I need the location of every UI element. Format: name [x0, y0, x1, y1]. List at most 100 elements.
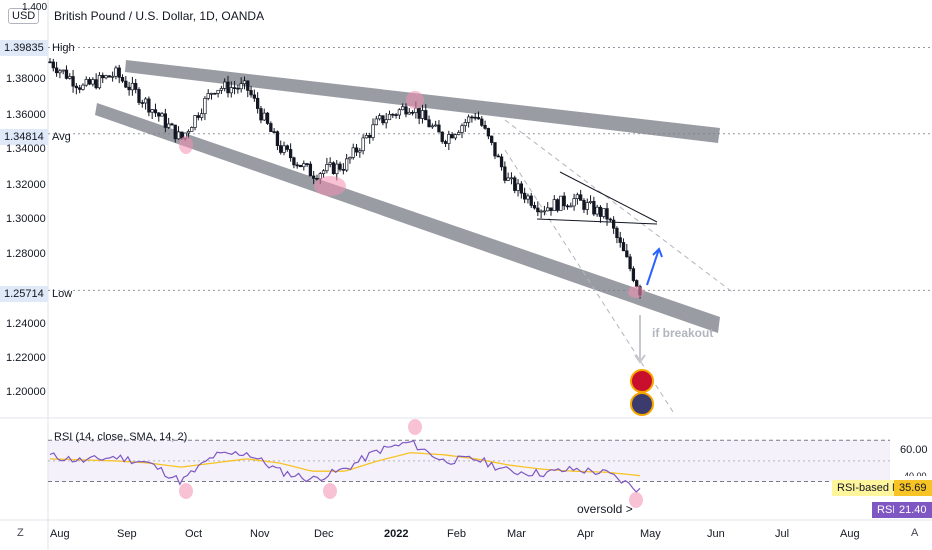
zoom-button[interactable]: Z	[17, 527, 24, 539]
low-level-label: Low	[52, 288, 73, 300]
candle-body	[157, 112, 161, 117]
price-tick: 1.28000	[6, 248, 46, 260]
candle-body	[335, 163, 339, 175]
candle-body	[486, 128, 491, 137]
candle-body	[513, 177, 517, 191]
candle-body	[239, 83, 243, 90]
candle-body	[104, 75, 108, 79]
candle-body	[120, 77, 125, 82]
high-level-label: High	[52, 42, 75, 54]
candle-body	[94, 79, 98, 89]
candle-body	[440, 131, 444, 142]
time-tick: Mar	[507, 528, 526, 540]
candle-body	[285, 145, 289, 150]
candle-body	[539, 210, 543, 213]
rsi-partial-level: 40.00	[904, 471, 927, 476]
breakout-up-arrow	[646, 248, 660, 286]
candle-body	[394, 114, 398, 116]
candle-body	[457, 132, 461, 135]
candle-body	[463, 122, 467, 127]
highlight-circle	[314, 176, 346, 196]
candle-body	[173, 124, 177, 140]
candle-body	[401, 106, 405, 111]
candle-body	[256, 97, 260, 109]
breakout-note: if breakout	[652, 326, 714, 340]
candle-body	[137, 89, 141, 103]
price-tick: 1.20000	[6, 386, 46, 398]
candle-body	[64, 69, 69, 79]
price-tick: 1.32000	[6, 179, 46, 191]
candle-body	[74, 85, 79, 89]
auto-scale-button[interactable]: A	[911, 527, 919, 539]
candle-body	[163, 113, 168, 128]
rsi-ma-line	[49, 452, 641, 477]
candle-body	[410, 111, 415, 114]
candle-body	[437, 124, 441, 133]
candle-body	[288, 149, 293, 159]
candle-body	[368, 135, 372, 138]
candle-body	[516, 183, 520, 191]
candle-body	[582, 200, 586, 210]
us-flag-icon[interactable]	[630, 392, 654, 416]
candle-body	[87, 79, 92, 85]
candle-body	[282, 145, 286, 153]
highlight-circle	[406, 91, 424, 109]
candle-body	[84, 79, 88, 86]
candle-body	[150, 109, 154, 113]
candle-body	[232, 87, 237, 89]
currency-button[interactable]: USD	[8, 8, 40, 24]
time-tick: Feb	[447, 528, 466, 540]
time-tick: Dec	[314, 528, 334, 540]
time-tick: Nov	[250, 528, 270, 540]
breakout-up-arrowhead	[652, 247, 663, 258]
candle-body	[124, 80, 128, 88]
symbol-title: British Pound / U.S. Dollar, 1D, OANDA	[54, 9, 265, 23]
candle-body	[190, 127, 194, 132]
candle-body	[585, 202, 589, 210]
candle-body	[430, 125, 434, 128]
candle-body	[542, 210, 547, 213]
candle-body	[526, 195, 530, 200]
breakdown-arrowhead	[634, 354, 646, 364]
candle-body	[249, 90, 253, 96]
time-tick: Aug	[840, 528, 860, 540]
rsi-title[interactable]: RSI (14, close, SMA, 14, 2)	[54, 431, 188, 443]
candle-body	[219, 88, 224, 91]
candle-body	[209, 92, 214, 95]
candle-body	[519, 183, 523, 194]
candle-body	[443, 141, 448, 144]
triangle-lower-line	[536, 218, 658, 225]
candle-body	[78, 87, 82, 90]
time-tick: Oct	[185, 528, 203, 540]
candle-body	[569, 205, 573, 208]
candle-body	[618, 237, 622, 243]
low-level-value: 1.25714	[0, 286, 48, 302]
candle-body	[143, 98, 148, 104]
candle-body	[51, 61, 55, 69]
dashed-channel-top	[504, 119, 736, 295]
candle-body	[101, 74, 105, 79]
candle-body	[447, 134, 451, 144]
candle-body	[595, 206, 599, 215]
candle-body	[480, 118, 484, 126]
candle-body	[460, 125, 464, 133]
candle-body	[427, 119, 431, 128]
candle-body	[176, 131, 181, 140]
highlight-circle	[628, 286, 644, 298]
candle-body	[246, 80, 250, 91]
uk-flag-icon[interactable]	[630, 369, 654, 393]
lower-channel-band	[95, 103, 720, 333]
candle-body	[328, 162, 332, 165]
price-tick: 1.38000	[6, 73, 46, 85]
candle-body	[354, 147, 359, 153]
candle-body	[348, 156, 352, 160]
candle-body	[302, 163, 306, 168]
candle-body	[483, 125, 487, 129]
candle-body	[206, 93, 210, 99]
candle-body	[312, 175, 316, 179]
candle-body	[147, 98, 151, 113]
candle-body	[275, 131, 280, 146]
candle-body	[193, 115, 197, 128]
time-tick: May	[640, 528, 661, 540]
